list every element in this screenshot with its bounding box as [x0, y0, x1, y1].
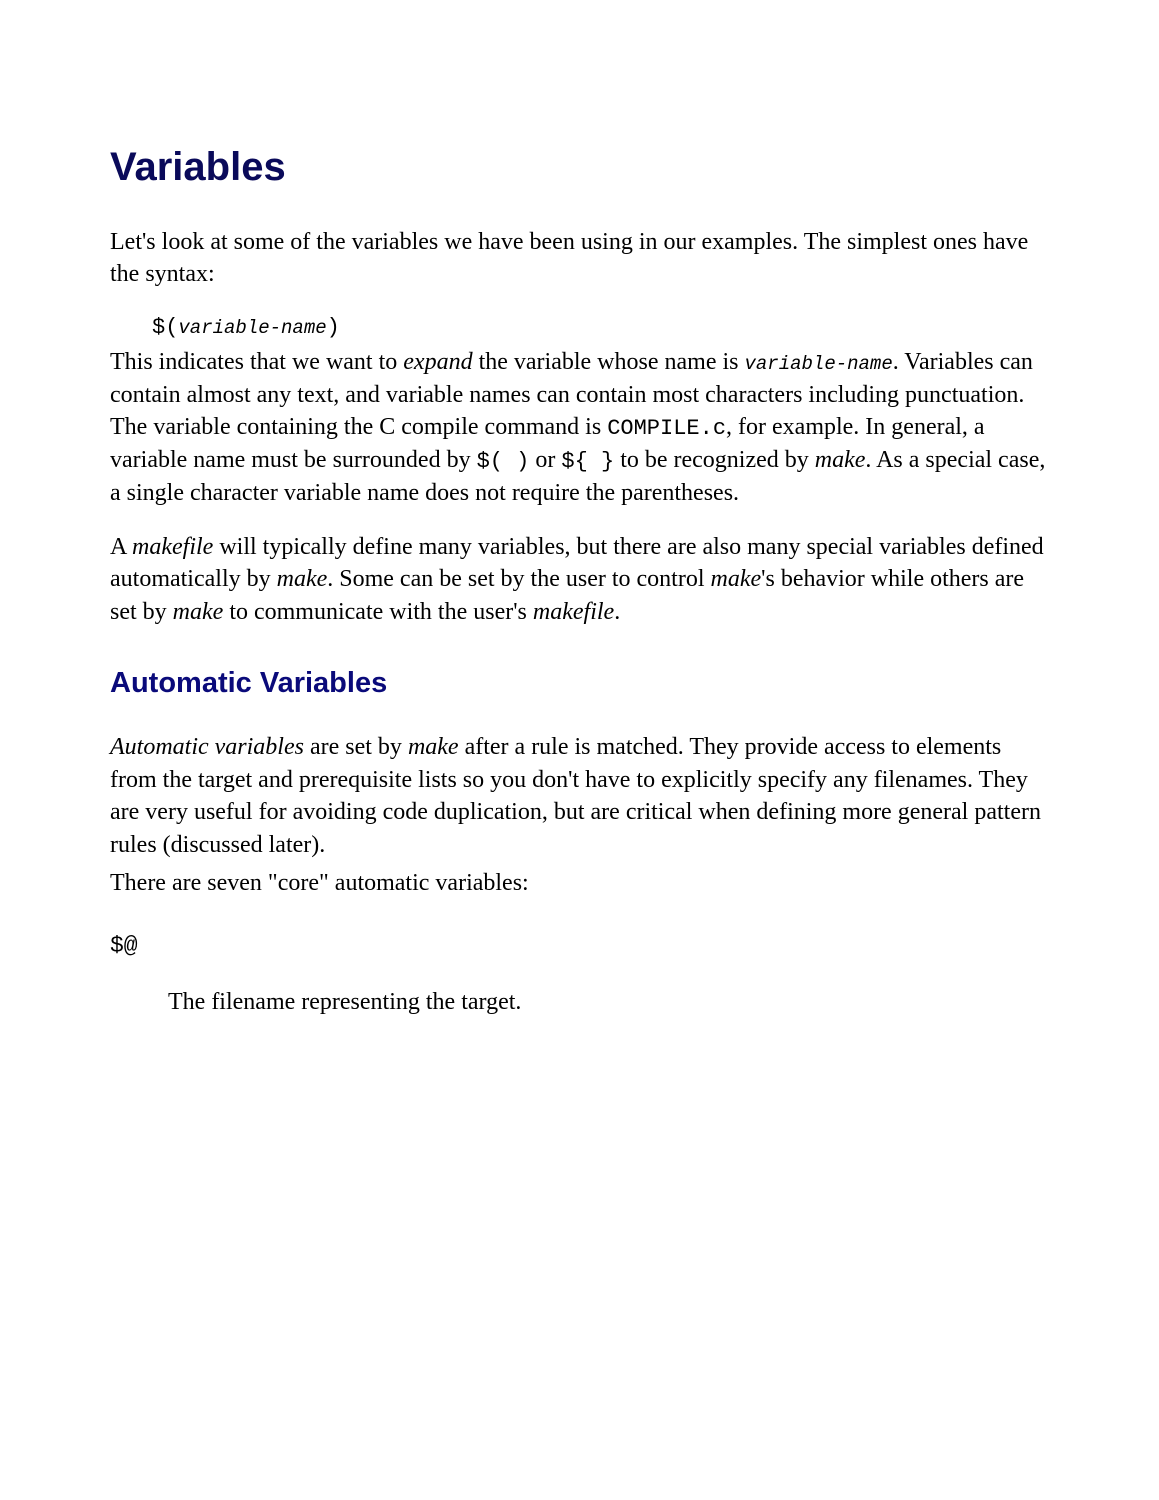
term-make: make	[815, 447, 866, 473]
definition-term-at: $@	[110, 931, 1049, 962]
syntax-block: $(variable-name)	[152, 313, 1049, 343]
seven-core-paragraph: There are seven "core" automatic variabl…	[110, 867, 1049, 899]
automatic-paragraph: Automatic variables are set by make afte…	[110, 731, 1049, 861]
term-make-5: make	[408, 734, 459, 760]
code-compile-c: COMPILE.c	[607, 416, 726, 441]
section-heading-automatic: Automatic Variables	[110, 664, 1049, 703]
syntax-var: variable-name	[178, 317, 326, 339]
makefile-paragraph: A makefile will typically define many va…	[110, 531, 1049, 628]
term-make-2: make	[277, 566, 328, 592]
term-varname: variable-name	[745, 353, 893, 375]
code-dollar-brace: ${ }	[561, 449, 614, 474]
page-title: Variables	[110, 140, 1049, 194]
term-makefile: makefile	[132, 534, 213, 560]
term-make-3: make	[711, 566, 762, 592]
expand-paragraph: This indicates that we want to expand th…	[110, 346, 1049, 509]
syntax-close: )	[327, 315, 340, 340]
code-dollar-paren: $( )	[477, 449, 530, 474]
term-automatic-variables: Automatic variables	[110, 734, 304, 760]
intro-paragraph: Let's look at some of the variables we h…	[110, 226, 1049, 291]
term-makefile-2: makefile	[533, 599, 614, 625]
term-make-4: make	[173, 599, 224, 625]
definition-desc-at: The filename representing the target.	[168, 986, 1049, 1018]
term-expand: expand	[403, 349, 472, 375]
syntax-open: $(	[152, 315, 178, 340]
